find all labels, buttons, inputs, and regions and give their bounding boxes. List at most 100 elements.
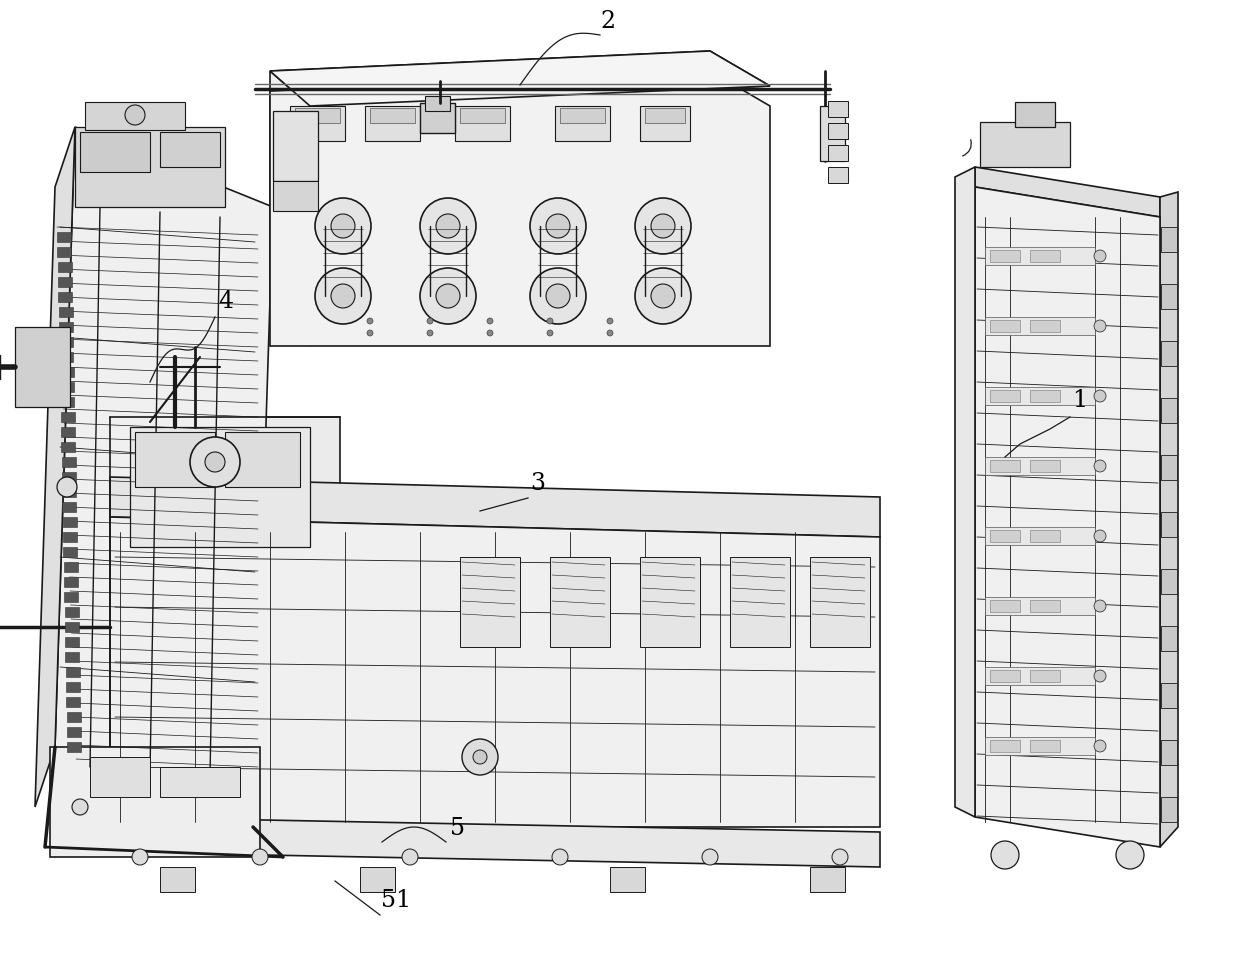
Bar — [560, 108, 605, 124]
Bar — [985, 528, 1095, 545]
Bar — [1161, 626, 1177, 652]
Circle shape — [547, 319, 553, 324]
Polygon shape — [110, 817, 880, 868]
Bar — [1161, 570, 1177, 594]
Bar — [640, 106, 689, 142]
Bar — [990, 741, 1021, 752]
Bar — [1161, 342, 1177, 366]
Circle shape — [1094, 251, 1106, 263]
Bar — [820, 106, 844, 162]
Circle shape — [651, 284, 675, 309]
Circle shape — [252, 849, 268, 865]
Circle shape — [205, 452, 224, 473]
Polygon shape — [50, 747, 260, 857]
Bar — [57, 248, 71, 258]
Circle shape — [1094, 670, 1106, 682]
Bar — [64, 592, 78, 603]
Polygon shape — [110, 478, 880, 537]
Bar — [640, 558, 701, 648]
Circle shape — [190, 438, 241, 488]
Bar — [58, 308, 72, 318]
Circle shape — [1094, 460, 1106, 473]
Bar — [1161, 741, 1177, 765]
Circle shape — [487, 319, 494, 324]
Circle shape — [463, 740, 498, 775]
Circle shape — [832, 849, 848, 865]
Bar — [990, 391, 1021, 403]
Bar — [1161, 284, 1177, 310]
Polygon shape — [975, 168, 1159, 218]
Text: 4: 4 — [218, 290, 233, 313]
Bar — [828, 102, 848, 118]
Polygon shape — [270, 52, 770, 106]
Bar — [63, 532, 77, 542]
Circle shape — [315, 269, 371, 324]
Bar — [455, 106, 510, 142]
Bar — [551, 558, 610, 648]
Bar — [460, 108, 505, 124]
Bar — [67, 727, 81, 738]
Bar — [990, 251, 1021, 263]
Circle shape — [608, 319, 613, 324]
Bar — [1030, 391, 1060, 403]
Circle shape — [1094, 320, 1106, 332]
Bar — [64, 622, 79, 632]
Bar — [58, 293, 72, 303]
Bar — [980, 123, 1070, 168]
Bar — [160, 133, 219, 168]
Bar — [985, 667, 1095, 685]
Polygon shape — [55, 128, 273, 828]
Circle shape — [367, 319, 373, 324]
Bar — [810, 868, 844, 892]
Bar — [460, 558, 520, 648]
Circle shape — [1094, 741, 1106, 752]
Circle shape — [552, 849, 568, 865]
Bar — [130, 428, 310, 547]
Circle shape — [72, 799, 88, 815]
Bar — [1161, 455, 1177, 481]
Text: 51: 51 — [381, 888, 412, 912]
Bar — [62, 502, 77, 513]
Polygon shape — [270, 72, 310, 347]
Bar — [74, 128, 224, 208]
Bar — [60, 367, 73, 378]
Bar — [1161, 683, 1177, 708]
Bar — [60, 353, 73, 362]
Circle shape — [131, 849, 148, 865]
Polygon shape — [270, 72, 770, 347]
Bar — [990, 320, 1021, 332]
Bar — [828, 124, 848, 140]
Circle shape — [472, 750, 487, 764]
Bar — [556, 106, 610, 142]
Bar — [63, 563, 78, 573]
Bar — [370, 108, 415, 124]
Circle shape — [1094, 601, 1106, 613]
Bar — [1161, 513, 1177, 537]
Bar — [63, 547, 77, 558]
Bar — [1030, 741, 1060, 752]
Circle shape — [57, 478, 77, 497]
Circle shape — [487, 330, 494, 337]
Bar — [1030, 320, 1060, 332]
Text: 2: 2 — [600, 10, 615, 33]
Bar — [64, 637, 79, 648]
Bar — [990, 670, 1021, 682]
Bar — [1030, 531, 1060, 542]
Circle shape — [1094, 391, 1106, 403]
Bar — [91, 757, 150, 797]
Bar — [61, 443, 76, 452]
Polygon shape — [975, 188, 1159, 847]
Bar — [645, 108, 684, 124]
Polygon shape — [110, 518, 880, 828]
Bar — [62, 473, 76, 483]
Bar — [61, 398, 74, 407]
Polygon shape — [110, 417, 340, 828]
Circle shape — [402, 849, 418, 865]
Bar — [224, 433, 300, 488]
Bar — [985, 318, 1095, 336]
Bar — [61, 412, 74, 423]
Circle shape — [331, 284, 355, 309]
Circle shape — [1116, 841, 1145, 870]
Bar — [58, 322, 73, 332]
Circle shape — [546, 284, 570, 309]
